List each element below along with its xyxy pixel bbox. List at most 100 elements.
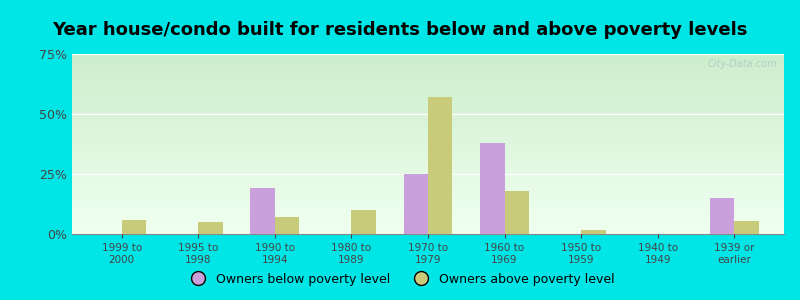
Bar [72, 205, 784, 207]
Bar [198, 222, 223, 234]
Bar [72, 72, 784, 74]
Bar [72, 67, 784, 68]
Bar [72, 79, 784, 81]
Bar [72, 115, 784, 117]
Bar [72, 86, 784, 88]
Bar [72, 189, 784, 191]
Bar [72, 119, 784, 121]
Bar [72, 142, 784, 144]
Bar [480, 143, 505, 234]
Bar [72, 112, 784, 113]
Bar [72, 180, 784, 182]
Bar [72, 157, 784, 158]
Bar [72, 74, 784, 76]
Bar [72, 135, 784, 137]
Bar [72, 200, 784, 202]
Bar [72, 128, 784, 130]
Bar [72, 63, 784, 65]
Bar [72, 178, 784, 180]
Bar [72, 83, 784, 85]
Bar [72, 221, 784, 223]
Bar [581, 230, 606, 234]
Bar [72, 218, 784, 220]
Bar [72, 209, 784, 211]
Bar [72, 184, 784, 185]
Bar [72, 212, 784, 214]
Bar [72, 216, 784, 218]
Bar [72, 58, 784, 59]
Bar [72, 144, 784, 146]
Bar [72, 155, 784, 157]
Bar [72, 139, 784, 140]
Bar [72, 103, 784, 104]
Bar [72, 140, 784, 142]
Bar [72, 229, 784, 230]
Bar [72, 77, 784, 79]
Bar [72, 106, 784, 108]
Bar [250, 188, 275, 234]
Bar [72, 185, 784, 187]
Bar [72, 153, 784, 155]
Bar [72, 81, 784, 83]
Bar [72, 148, 784, 149]
Bar [72, 95, 784, 97]
Bar [72, 196, 784, 198]
Bar [72, 211, 784, 212]
Bar [72, 223, 784, 225]
Bar [403, 174, 428, 234]
Bar [72, 175, 784, 176]
Bar [72, 133, 784, 135]
Bar [72, 110, 784, 112]
Bar [72, 85, 784, 86]
Bar [72, 131, 784, 133]
Bar [72, 164, 784, 166]
Bar [72, 214, 784, 216]
Bar [72, 225, 784, 227]
Bar [72, 137, 784, 139]
Bar [428, 97, 453, 234]
Bar [72, 88, 784, 90]
Text: City-Data.com: City-Data.com [707, 59, 777, 69]
Bar [351, 210, 376, 234]
Bar [72, 227, 784, 229]
Bar [72, 151, 784, 153]
Bar [72, 202, 784, 203]
Bar [72, 169, 784, 171]
Bar [72, 207, 784, 209]
Bar [72, 166, 784, 167]
Bar [72, 101, 784, 103]
Bar [72, 70, 784, 72]
Bar [72, 68, 784, 70]
Bar [72, 187, 784, 189]
Bar [72, 126, 784, 128]
Bar [72, 230, 784, 232]
Bar [505, 191, 529, 234]
Bar [72, 173, 784, 175]
Bar [72, 65, 784, 67]
Text: Year house/condo built for residents below and above poverty levels: Year house/condo built for residents bel… [52, 21, 748, 39]
Bar [72, 198, 784, 200]
Bar [72, 113, 784, 115]
Bar [72, 160, 784, 162]
Bar [72, 220, 784, 221]
Bar [122, 220, 146, 234]
Bar [72, 158, 784, 160]
Bar [72, 176, 784, 178]
Bar [72, 59, 784, 61]
Bar [72, 124, 784, 126]
Bar [72, 90, 784, 92]
Bar [72, 56, 784, 58]
Bar [72, 122, 784, 124]
Bar [710, 198, 734, 234]
Bar [72, 94, 784, 95]
Bar [72, 232, 784, 234]
Bar [72, 203, 784, 205]
Bar [72, 167, 784, 169]
Bar [275, 217, 299, 234]
Bar [72, 92, 784, 94]
Bar [72, 191, 784, 193]
Bar [72, 130, 784, 131]
Bar [72, 117, 784, 119]
Bar [72, 194, 784, 196]
Bar [72, 76, 784, 77]
